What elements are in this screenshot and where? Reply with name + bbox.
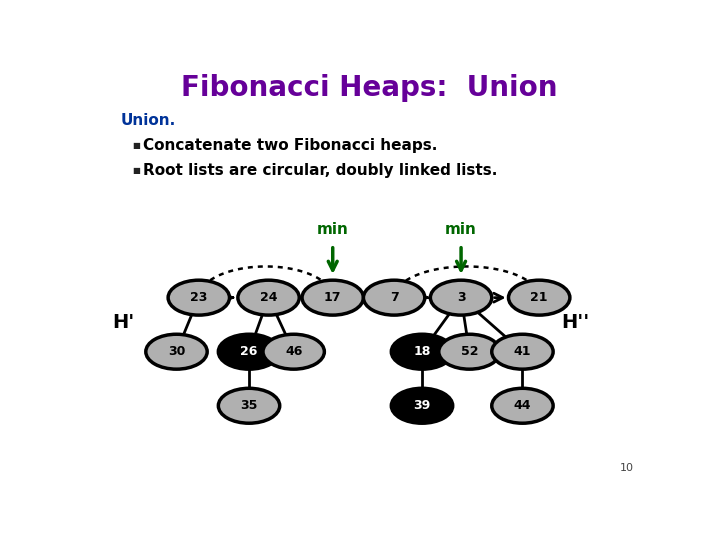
Text: 7: 7: [390, 291, 398, 304]
Text: 52: 52: [461, 345, 478, 358]
Text: H': H': [112, 313, 135, 332]
Ellipse shape: [392, 334, 453, 369]
Ellipse shape: [302, 280, 364, 315]
Ellipse shape: [438, 334, 500, 369]
Text: 39: 39: [413, 399, 431, 412]
Text: 41: 41: [513, 345, 531, 358]
Text: 10: 10: [620, 463, 634, 473]
Ellipse shape: [508, 280, 570, 315]
Text: 35: 35: [240, 399, 258, 412]
Text: Union.: Union.: [121, 113, 176, 129]
Text: 30: 30: [168, 345, 185, 358]
Ellipse shape: [364, 280, 425, 315]
Text: 3: 3: [456, 291, 465, 304]
Ellipse shape: [145, 334, 207, 369]
Ellipse shape: [168, 280, 230, 315]
Text: 44: 44: [513, 399, 531, 412]
Text: 21: 21: [531, 291, 548, 304]
Text: 46: 46: [285, 345, 302, 358]
Ellipse shape: [392, 388, 453, 423]
Ellipse shape: [431, 280, 492, 315]
Text: 17: 17: [324, 291, 341, 304]
Text: min: min: [445, 222, 477, 238]
Text: ■: ■: [132, 141, 140, 150]
Text: Root lists are circular, doubly linked lists.: Root lists are circular, doubly linked l…: [143, 163, 498, 178]
Ellipse shape: [492, 388, 553, 423]
Text: Fibonacci Heaps:  Union: Fibonacci Heaps: Union: [181, 73, 557, 102]
Text: 26: 26: [240, 345, 258, 358]
Ellipse shape: [263, 334, 324, 369]
Text: 23: 23: [190, 291, 207, 304]
Ellipse shape: [492, 334, 553, 369]
Text: ■: ■: [132, 166, 140, 176]
Text: 24: 24: [260, 291, 277, 304]
Ellipse shape: [218, 388, 279, 423]
Ellipse shape: [238, 280, 300, 315]
Text: H'': H'': [562, 313, 590, 332]
Ellipse shape: [218, 334, 279, 369]
Text: 18: 18: [413, 345, 431, 358]
Text: min: min: [317, 222, 348, 238]
Text: Concatenate two Fibonacci heaps.: Concatenate two Fibonacci heaps.: [143, 138, 437, 153]
